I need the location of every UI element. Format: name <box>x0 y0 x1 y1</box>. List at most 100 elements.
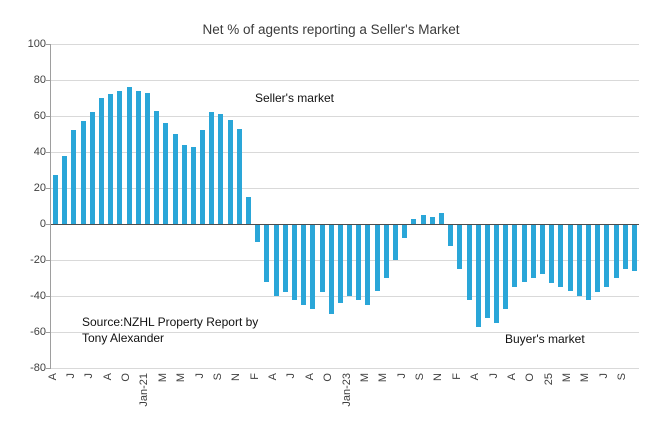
bar <box>484 224 490 318</box>
bar <box>466 224 472 300</box>
x-tick-label: J <box>597 373 610 379</box>
bar <box>475 224 481 327</box>
bar <box>135 90 141 224</box>
bar <box>117 90 123 224</box>
x-tick-label: N <box>230 373 243 381</box>
bar <box>291 224 297 300</box>
y-tick-label: 80 <box>33 74 46 86</box>
bar <box>356 224 362 300</box>
bar <box>585 224 591 300</box>
x-tick-label: A <box>303 373 316 381</box>
x-tick-label: A <box>469 373 482 381</box>
bar <box>631 224 637 271</box>
bar <box>126 87 132 224</box>
bar <box>494 224 500 323</box>
buyers-market-annotation: Buyer's market <box>505 332 585 346</box>
y-tick-label: -80 <box>30 362 46 374</box>
y-tick-label: -60 <box>30 326 46 338</box>
y-tick-mark <box>46 224 51 225</box>
bar <box>236 128 242 224</box>
gridline <box>51 296 639 297</box>
x-tick-label: J <box>193 373 206 379</box>
bar <box>80 121 86 224</box>
gridline <box>51 332 639 333</box>
bar <box>521 224 527 282</box>
bar <box>411 218 417 224</box>
y-tick-label: 0 <box>39 218 46 230</box>
gridline <box>51 116 639 117</box>
y-tick-label: 100 <box>27 38 46 50</box>
chart-title: Net % of agents reporting a Seller's Mar… <box>202 22 460 37</box>
bar <box>540 224 546 275</box>
gridline <box>51 260 639 261</box>
x-tick-label: Jan-21 <box>138 373 151 407</box>
bar <box>246 197 252 224</box>
bar <box>512 224 518 287</box>
bar <box>613 224 619 278</box>
bar <box>604 224 610 287</box>
x-tick-label: N <box>432 373 445 381</box>
bar <box>190 146 196 224</box>
gridline <box>51 368 639 369</box>
bar <box>99 98 105 224</box>
bar <box>503 224 509 309</box>
x-tick-label: F <box>248 373 261 380</box>
x-tick-label: M <box>377 373 390 383</box>
bar <box>108 94 114 224</box>
x-tick-label: O <box>120 373 133 382</box>
y-tick-label: 40 <box>33 146 46 158</box>
bar <box>429 216 435 224</box>
bar <box>273 224 279 296</box>
bar <box>374 224 380 291</box>
bar <box>181 144 187 224</box>
y-tick-mark <box>46 296 51 297</box>
y-tick-mark <box>46 188 51 189</box>
bar <box>383 224 389 278</box>
y-tick-mark <box>46 332 51 333</box>
source-note: Source:NZHL Property Report by Tony Alex… <box>82 314 258 346</box>
y-tick-label: 60 <box>33 110 46 122</box>
bar <box>420 215 426 224</box>
bar <box>200 130 206 224</box>
bar <box>365 224 371 305</box>
x-tick-label: O <box>524 373 537 382</box>
bar <box>319 224 325 293</box>
bar <box>282 224 288 293</box>
x-tick-label: A <box>505 373 518 381</box>
bar <box>393 224 399 260</box>
x-tick-label: A <box>101 373 114 381</box>
bar <box>264 224 270 282</box>
zero-axis-line <box>51 224 639 225</box>
y-tick-mark <box>46 368 51 369</box>
x-tick-label: J <box>487 373 500 379</box>
bar <box>218 114 224 224</box>
bar <box>163 123 169 224</box>
source-line-1: Source:NZHL Property Report by <box>82 315 259 329</box>
bar <box>71 130 77 224</box>
bar <box>457 224 463 269</box>
x-tick-label: M <box>358 373 371 383</box>
x-tick-label: J <box>83 373 96 379</box>
bar <box>438 213 444 224</box>
x-tick-label: S <box>616 373 629 381</box>
gridline <box>51 188 639 189</box>
y-tick-mark <box>46 260 51 261</box>
y-tick-mark <box>46 44 51 45</box>
y-tick-mark <box>46 152 51 153</box>
bar <box>328 224 334 314</box>
bar <box>310 224 316 309</box>
x-tick-label: F <box>450 373 463 380</box>
plot-area <box>46 44 639 369</box>
bar <box>144 92 150 224</box>
bar <box>558 224 564 287</box>
y-tick-label: -20 <box>30 254 46 266</box>
x-tick-label: M <box>175 373 188 383</box>
bar <box>402 224 408 239</box>
bar <box>595 224 601 293</box>
x-tick-label: J <box>64 373 77 379</box>
x-tick-label: 25 <box>542 373 555 386</box>
x-tick-label: A <box>267 373 280 381</box>
x-tick-label: O <box>322 373 335 382</box>
bar <box>549 224 555 284</box>
